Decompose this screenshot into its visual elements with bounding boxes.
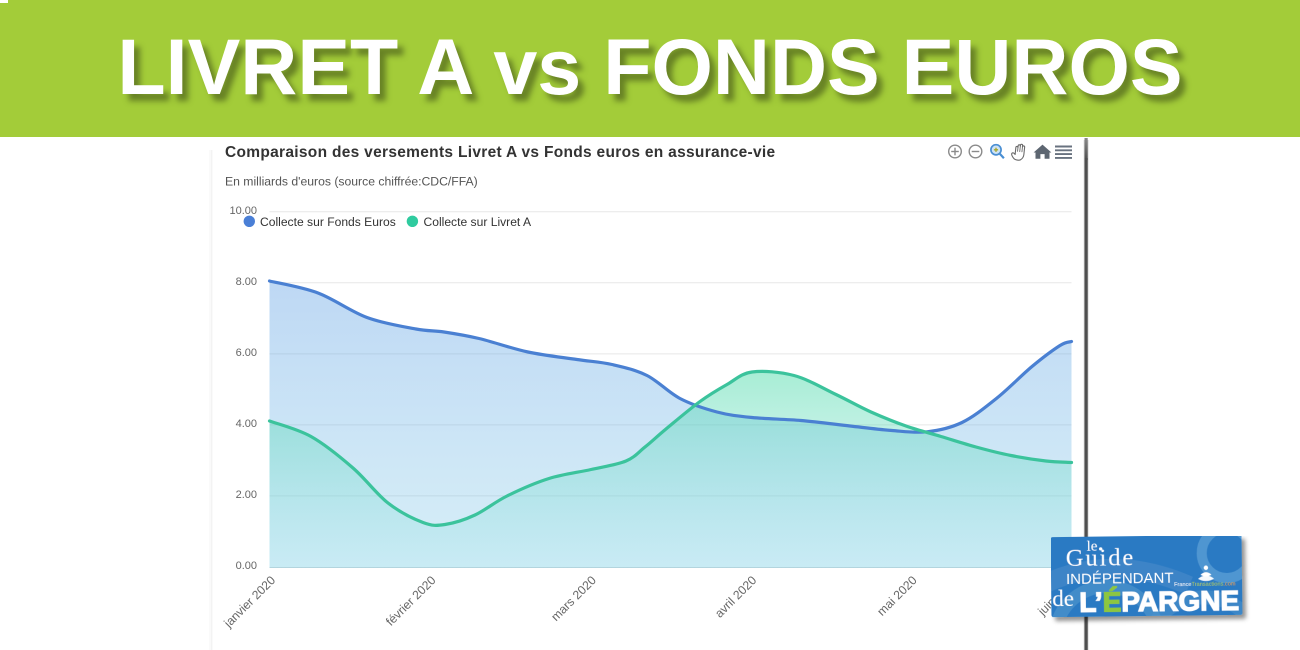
svg-text:8.00: 8.00 — [236, 276, 257, 288]
svg-text:mars 2020: mars 2020 — [548, 573, 599, 624]
svg-text:INDÉPENDANT: INDÉPENDANT — [1066, 570, 1174, 588]
svg-text:janvier 2020: janvier 2020 — [221, 573, 279, 631]
svg-text:0.00: 0.00 — [236, 560, 257, 572]
svg-text:février 2020: février 2020 — [383, 573, 439, 629]
svg-text:Guide: Guide — [1066, 544, 1136, 572]
svg-text:mai 2020: mai 2020 — [874, 573, 920, 619]
svg-text:Collecte sur Fonds Euros: Collecte sur Fonds Euros — [260, 215, 396, 229]
svg-text:avril 2020: avril 2020 — [712, 573, 759, 620]
svg-text:10.00: 10.00 — [229, 205, 257, 217]
svg-text:Collecte sur Livret A: Collecte sur Livret A — [424, 215, 532, 229]
svg-text:2.00: 2.00 — [236, 489, 257, 501]
svg-text:4.00: 4.00 — [236, 418, 257, 430]
svg-text:En milliards d'euros (source c: En milliards d'euros (source chiffrée:CD… — [225, 175, 478, 189]
svg-text:le: le — [1087, 539, 1098, 555]
svg-text:FranceTransactions.com: FranceTransactions.com — [1174, 581, 1236, 588]
svg-text:L’ÉPARGNE: L’ÉPARGNE — [1079, 585, 1239, 618]
svg-text:de: de — [1052, 586, 1074, 611]
svg-text:6.00: 6.00 — [236, 347, 257, 359]
svg-text:Comparaison des versements Liv: Comparaison des versements Livret A vs F… — [225, 144, 776, 161]
